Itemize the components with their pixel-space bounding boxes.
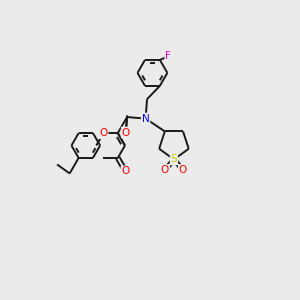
Text: F: F (165, 51, 171, 62)
Text: O: O (122, 128, 130, 138)
Text: N: N (142, 114, 149, 124)
Text: O: O (179, 165, 187, 175)
Text: S: S (171, 154, 177, 164)
Text: O: O (99, 128, 108, 138)
Text: O: O (161, 165, 169, 175)
Text: O: O (122, 167, 130, 176)
